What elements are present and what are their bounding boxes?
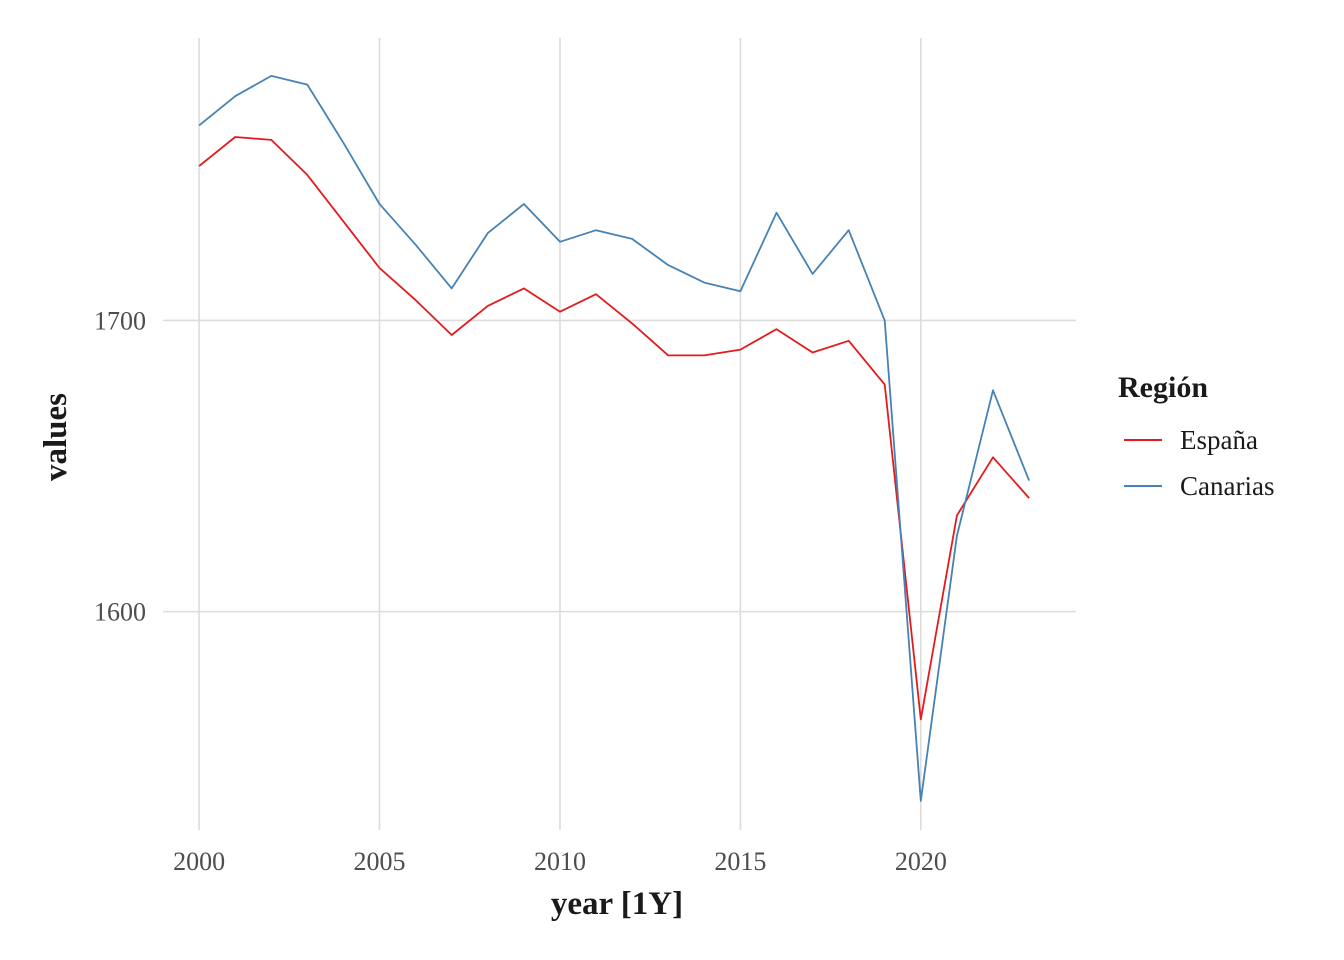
series-line-espa-a (198, 136, 1030, 721)
legend-label: España (1180, 425, 1258, 455)
legend-title: Región (1118, 371, 1208, 404)
series-line-canarias (198, 75, 1030, 802)
y-tick-label: 1600 (94, 598, 146, 627)
y-tick-label: 1700 (94, 306, 146, 335)
y-axis-ticks: 1600 1700 (94, 306, 146, 626)
grid (163, 38, 1076, 830)
x-axis-title: year [1Y] (551, 886, 683, 922)
series-lines (198, 75, 1030, 802)
x-axis-ticks: 2000 2005 2010 2015 2020 (173, 847, 947, 876)
legend: Región España Canarias (1118, 371, 1274, 501)
x-tick-label: 2000 (173, 847, 225, 876)
x-tick-label: 2015 (714, 847, 766, 876)
legend-items: España Canarias (1124, 425, 1274, 501)
legend-label: Canarias (1180, 471, 1274, 501)
x-tick-label: 2005 (354, 847, 406, 876)
x-tick-label: 2010 (534, 847, 586, 876)
x-tick-label: 2020 (895, 847, 947, 876)
y-axis-title: values (38, 393, 74, 481)
